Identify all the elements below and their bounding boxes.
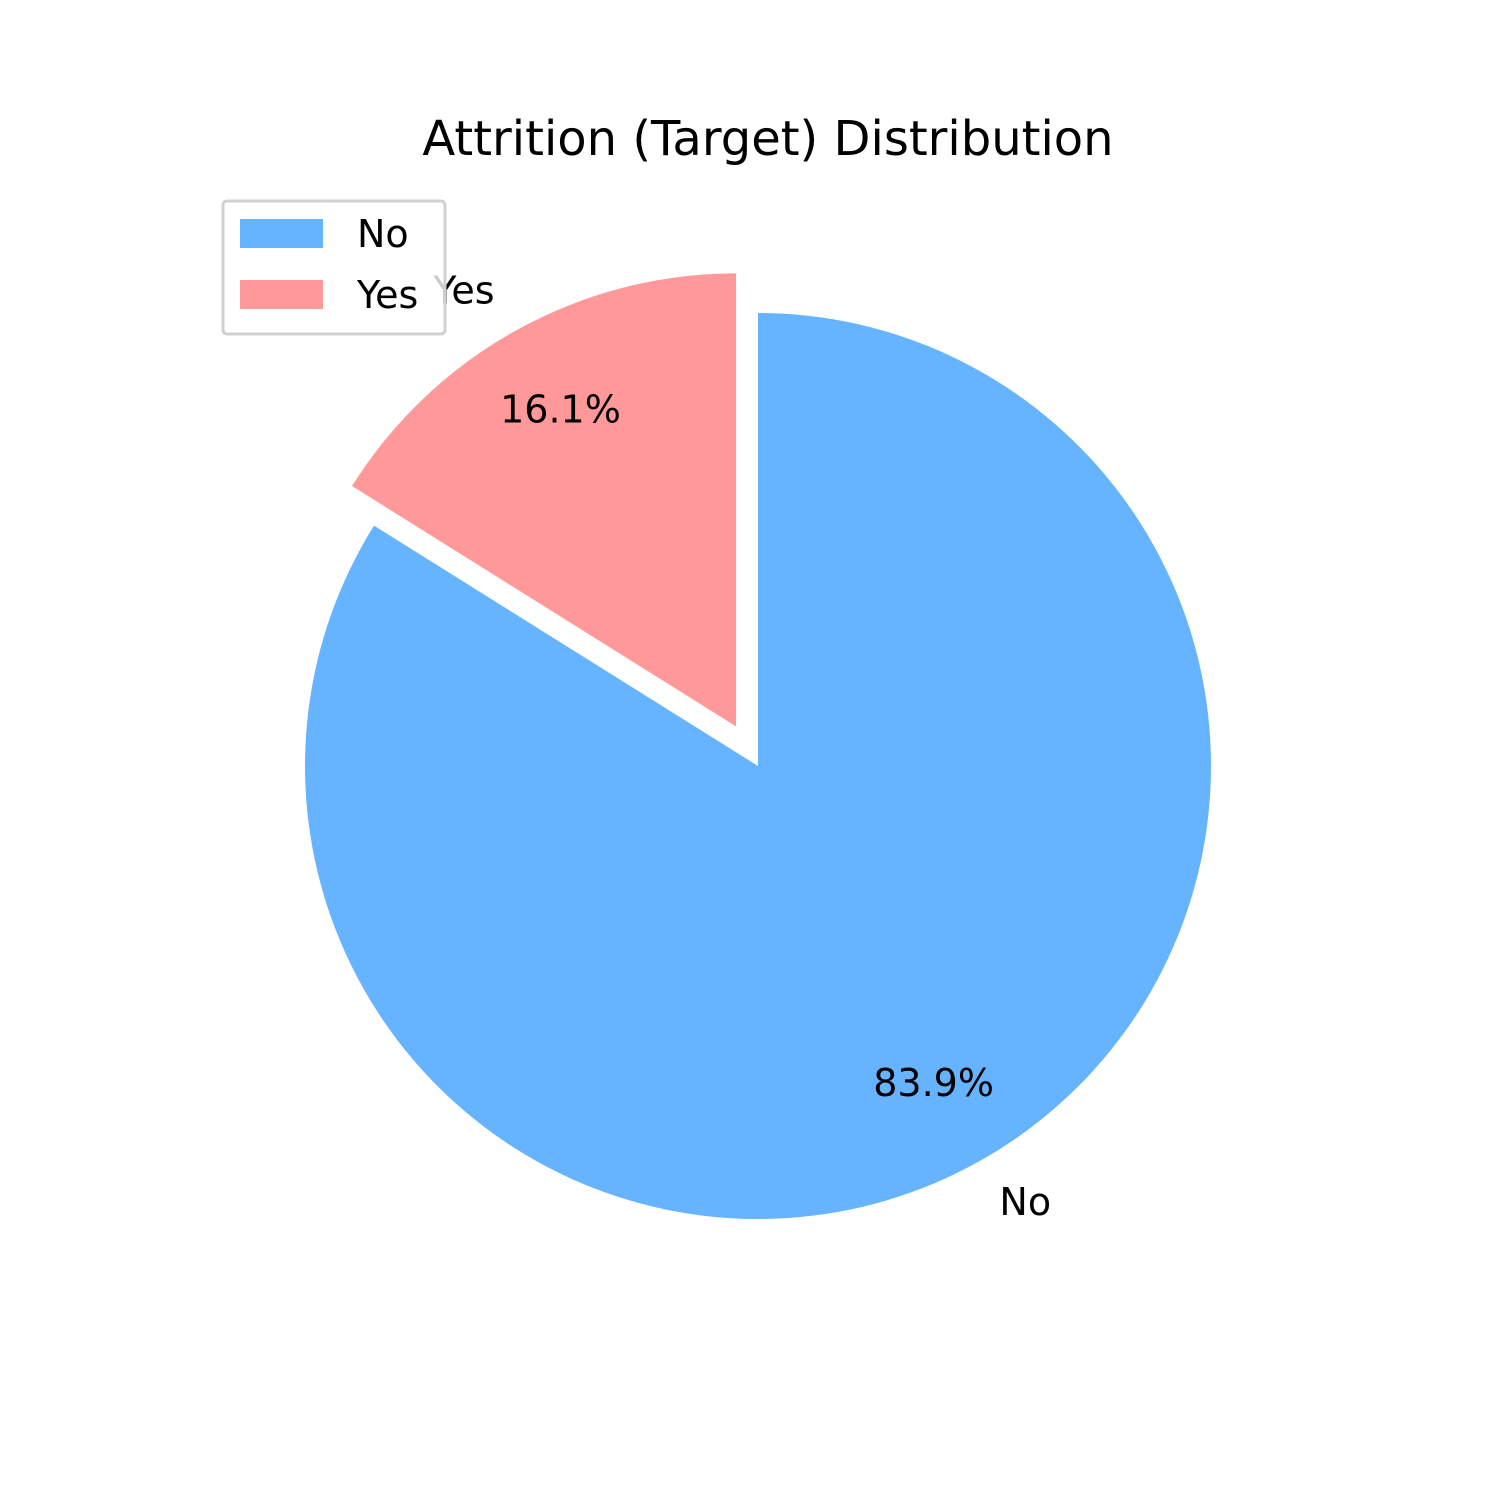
slice-label-no: No — [999, 1180, 1051, 1224]
pie-slice-yes — [352, 273, 737, 727]
pct-label-no: 83.9% — [873, 1061, 994, 1105]
legend-label-yes: Yes — [356, 273, 418, 317]
legend-swatch-no — [240, 219, 323, 248]
chart-title: Attrition (Target) Distribution — [422, 111, 1113, 167]
pie-slice-no — [304, 313, 1211, 1220]
pie-slices — [304, 273, 1211, 1220]
legend: No Yes — [221, 199, 447, 336]
pct-label-yes: 16.1% — [500, 387, 621, 431]
legend-label-no: No — [357, 212, 409, 256]
legend-swatch-yes — [240, 280, 323, 309]
legend-items: No Yes — [240, 212, 418, 317]
